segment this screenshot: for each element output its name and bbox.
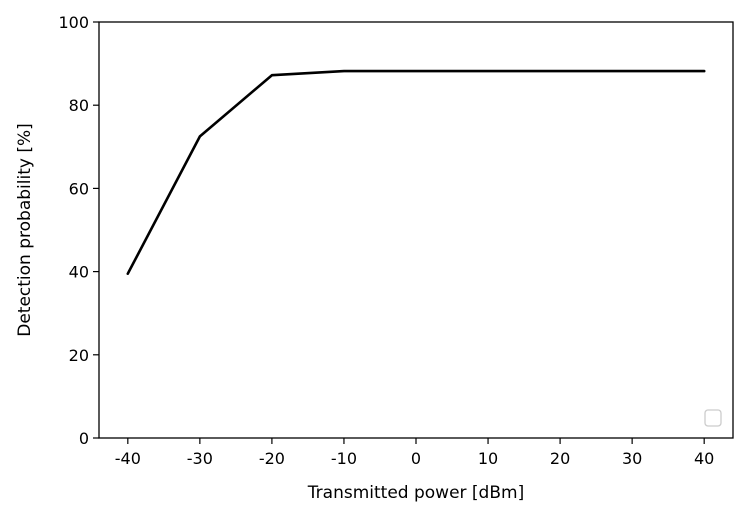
- x-tick-label: -30: [187, 449, 213, 468]
- x-tick-label: -10: [331, 449, 357, 468]
- x-tick-label: -20: [259, 449, 285, 468]
- series-layer: [126, 69, 706, 276]
- x-axis-label: Transmitted power [dBm]: [307, 483, 524, 503]
- legend-box: [704, 409, 722, 427]
- series-line: [126, 69, 706, 276]
- x-tick-label: -40: [115, 449, 141, 468]
- y-axis-ticks: 0 20 40 60 80 100: [58, 13, 99, 448]
- y-tick-label: 40: [69, 263, 89, 282]
- y-tick-label: 100: [58, 13, 89, 32]
- x-tick-label: 40: [694, 449, 714, 468]
- plot-frame: [98, 21, 734, 439]
- y-tick-label: 20: [69, 346, 89, 365]
- x-axis-ticks: -40 -30 -20 -10 0 10 20 30 40: [115, 438, 714, 468]
- y-tick-label: 80: [69, 96, 89, 115]
- x-tick-label: 10: [478, 449, 498, 468]
- y-tick-label: 0: [79, 429, 89, 448]
- y-tick-label: 60: [69, 179, 89, 198]
- x-tick-label: 30: [622, 449, 642, 468]
- y-axis-label: Detection probability [%]: [15, 123, 35, 337]
- x-tick-label: 0: [411, 449, 421, 468]
- x-tick-label: 20: [550, 449, 570, 468]
